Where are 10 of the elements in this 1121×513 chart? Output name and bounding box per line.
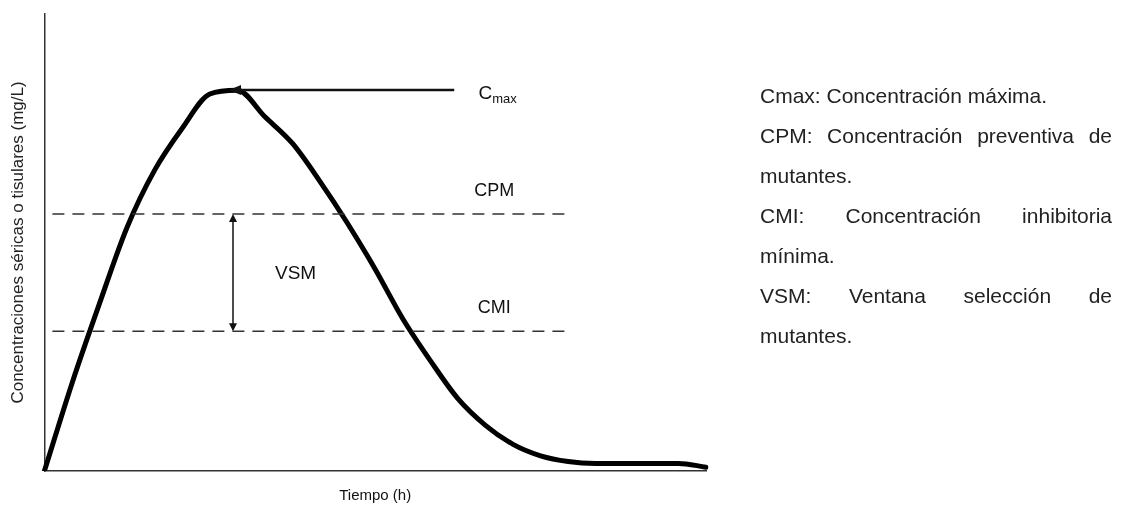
text: CPM: Concentración preventiva de mutantes. [760, 123, 1112, 189]
ref-line-label: CPM [474, 179, 515, 200]
annotation: VSM [274, 261, 317, 284]
text: VSM: Ventana selección de mutantes. [760, 283, 1112, 349]
annotation: C$_{max}$ [478, 81, 517, 107]
text: Cmax: Concentración máxima. [760, 83, 1049, 109]
text: CMI: Concentración inhibitoria mínima. [760, 203, 1112, 269]
x-axis-title: Tiempo (h) [339, 486, 412, 504]
ref-line-label: CMI [477, 297, 511, 318]
y-axis-title: Concentraciones séricas o tisulares (mg/L) [7, 81, 27, 404]
